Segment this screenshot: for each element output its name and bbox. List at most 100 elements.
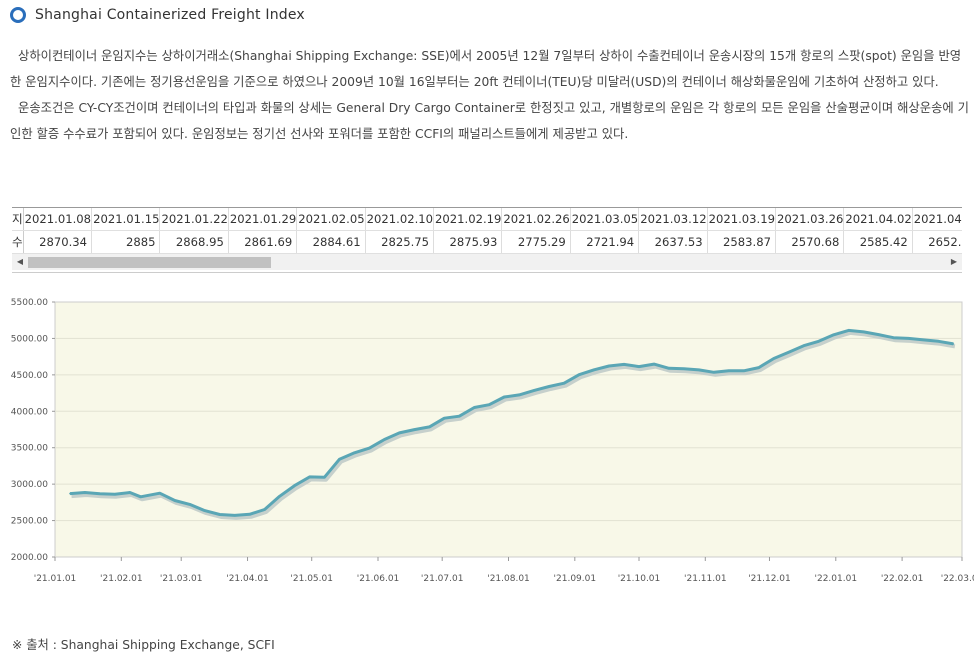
table-cell-date: 2021.02.26 [501, 208, 571, 231]
page-title: Shanghai Containerized Freight Index [35, 7, 305, 23]
index-table: 지 2021.01.08 2021.01.15 2021.01.22 2021.01.… [12, 208, 962, 254]
table-cell-date: 2021.02.05 [296, 208, 366, 231]
data-point [683, 368, 685, 370]
data-point [668, 367, 670, 370]
data-point [503, 396, 506, 398]
scroll-right-arrow-icon[interactable]: ▶ [950, 257, 958, 266]
table-cell-date: 2021.01.29 [228, 208, 298, 231]
table-cell-value: 2870.34 [23, 230, 93, 254]
data-point [698, 369, 700, 371]
circle-bullet-icon [10, 7, 26, 23]
description: 상하이컨테이너 운임지수는 상하이거래소(Shanghai Shipping E… [10, 43, 970, 147]
x-tick-label: '21.09.01 [554, 574, 597, 584]
table-cell-value: 2875.93 [433, 230, 503, 254]
data-point [233, 514, 236, 517]
data-point [847, 329, 850, 332]
data-point [623, 363, 625, 366]
data-point [323, 476, 326, 478]
x-tick-label: '21.02.01 [100, 574, 143, 584]
data-point [563, 382, 565, 384]
data-point [488, 403, 491, 406]
data-point [548, 385, 550, 388]
x-tick-label: '21.11.01 [684, 574, 727, 584]
data-point [578, 373, 580, 376]
description-paragraph-2: 운송조건은 CY-CY조건이며 컨테이너의 타입과 화물의 상세는 Genera… [10, 101, 969, 141]
data-point [218, 513, 221, 516]
table-cell-date: 2021.03.19 [707, 208, 776, 231]
data-point [159, 492, 161, 494]
data-point [413, 428, 416, 431]
x-tick-label: '21.10.01 [618, 574, 661, 584]
row-label-value: 수 [12, 230, 24, 254]
x-tick-label: '22.03.01 [941, 574, 974, 584]
x-tick-label: '21.01.01 [34, 574, 77, 584]
x-tick-label: '21.12.01 [748, 574, 791, 584]
data-point [653, 363, 655, 365]
data-point [773, 357, 775, 360]
value-row: 수 2870.34 2885 2868.95 2861.69 2884.61 2825.7… [12, 230, 962, 254]
data-point [713, 371, 715, 374]
table-cell-date: 2021.01.22 [159, 208, 229, 231]
x-tick-label: '21.05.01 [290, 574, 333, 584]
table-cell-date: 2021.03.05 [570, 208, 640, 231]
y-tick-label: 4000.00 [11, 407, 48, 417]
x-tick-label: '21.06.01 [357, 574, 400, 584]
table-cell-value: 2585.42 [843, 230, 913, 254]
data-point [787, 351, 790, 354]
x-tick-label: '22.02.01 [881, 574, 924, 584]
table-cell-value: 2868.95 [159, 230, 229, 254]
x-tick-label: '21.07.01 [421, 574, 464, 584]
y-tick-label: 2500.00 [11, 517, 48, 527]
data-point [922, 339, 925, 341]
data-point [817, 340, 820, 343]
scroll-left-arrow-icon[interactable]: ◀ [16, 257, 24, 266]
y-tick-label: 4500.00 [11, 371, 48, 381]
data-point [518, 394, 520, 396]
data-point [728, 370, 730, 372]
index-table-container: 지 2021.01.08 2021.01.15 2021.01.22 2021.01.… [12, 207, 962, 273]
data-point [593, 369, 595, 371]
data-point [308, 476, 311, 478]
x-tick-label: '21.04.01 [226, 574, 269, 584]
series-line [69, 328, 954, 517]
data-point [892, 336, 895, 339]
data-point [877, 333, 880, 336]
y-tick-label: 5500.00 [11, 298, 48, 308]
row-label-date: 지 [12, 208, 24, 231]
x-tick-label: '21.08.01 [487, 574, 530, 584]
data-point [114, 493, 116, 495]
section-header: Shanghai Containerized Freight Index [10, 5, 305, 25]
scfi-line-chart: 5500.00 5000.00 4500.00 4000.00 3500.00 3000.… [11, 298, 974, 584]
data-point [129, 491, 131, 494]
series-shadow [71, 330, 956, 520]
y-tick-label: 3500.00 [11, 444, 48, 454]
scrollbar-thumb[interactable] [28, 257, 271, 268]
data-point [353, 452, 356, 454]
data-point [174, 499, 176, 502]
data-point [443, 417, 446, 419]
data-point [383, 438, 386, 441]
date-row: 지 2021.01.08 2021.01.15 2021.01.22 2021.01.… [12, 208, 962, 231]
data-point [638, 365, 640, 368]
data-point [862, 331, 865, 333]
table-cell-value: 2637.53 [638, 230, 708, 254]
table-cell-date: 2021.01.08 [23, 208, 93, 231]
data-point [458, 415, 461, 417]
data-point [84, 491, 86, 494]
data-point [743, 370, 745, 372]
table-cell-date: 2021.04.09 [912, 208, 962, 231]
data-point [937, 340, 940, 343]
y-tick-label: 5000.00 [11, 334, 48, 344]
table-cell-date: 2021.03.26 [775, 208, 845, 231]
description-paragraph-1: 상하이컨테이너 운임지수는 상하이거래소(Shanghai Shipping E… [10, 49, 962, 89]
y-tick-label: 2000.00 [11, 553, 48, 563]
table-cell-value: 2721.94 [570, 230, 640, 254]
data-point [203, 509, 206, 512]
horizontal-scrollbar[interactable]: ◀ ▶ [12, 254, 962, 270]
data-point [368, 447, 371, 449]
table-cell-value: 2885 [91, 230, 161, 254]
data-point [428, 426, 431, 428]
table-cell-value: 2652.12 [912, 230, 962, 254]
data-point [293, 484, 296, 487]
table-cell-date: 2021.01.15 [91, 208, 161, 231]
